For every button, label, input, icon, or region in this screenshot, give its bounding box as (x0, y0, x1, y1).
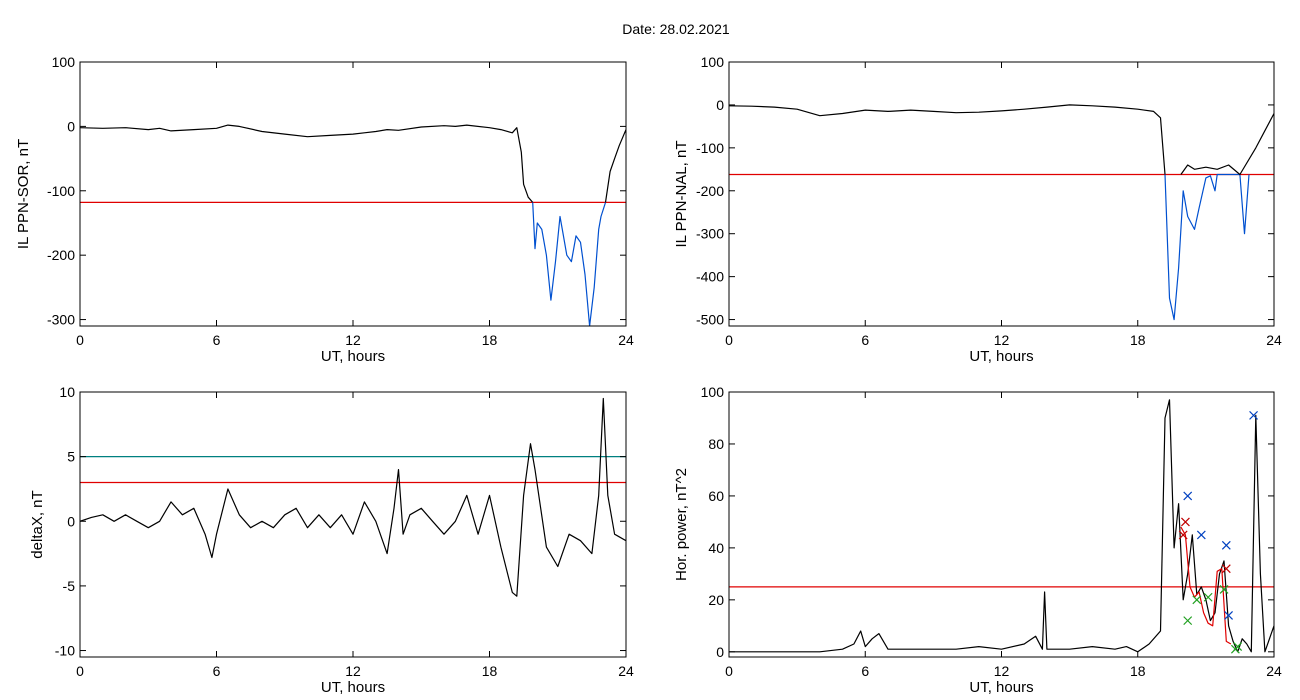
marker-x (1219, 585, 1229, 594)
x-tick-label: 24 (1266, 663, 1282, 679)
y-tick-label: 0 (716, 97, 724, 113)
x-tick-label: 0 (76, 663, 84, 679)
plot-frame (79, 61, 627, 327)
x-tick-label: 18 (482, 663, 498, 679)
marker-x (1221, 564, 1231, 574)
x-tick-label: 18 (1130, 332, 1146, 348)
y-tick-label: -500 (696, 312, 724, 328)
x-tick-label: 12 (345, 332, 361, 348)
x-tick-label: 0 (725, 663, 733, 679)
y-tick-label: -200 (696, 183, 724, 199)
x-tick-label: 24 (1266, 332, 1282, 348)
y-tick-label: 0 (67, 118, 75, 134)
y-tick-label: -300 (47, 312, 75, 328)
y-tick-label: -10 (55, 643, 75, 659)
series-line-1 (80, 397, 626, 597)
y-tick-label: -300 (696, 226, 724, 242)
marker-x (1192, 595, 1202, 605)
series-line-2 (532, 202, 607, 326)
x-tick-label: 6 (213, 332, 221, 348)
marker-x (1183, 616, 1193, 626)
series-line-1 (729, 399, 1274, 653)
marker-x (1181, 517, 1190, 527)
plot-frame (728, 391, 1275, 658)
x-tick-label: 12 (994, 663, 1010, 679)
marker-x (1233, 642, 1243, 652)
y-tick-label: 0 (67, 513, 75, 529)
y-tick-label: -400 (696, 269, 724, 285)
x-axis-label: UT, hours (321, 348, 385, 365)
plot-area (80, 124, 626, 326)
x-tick-label: 0 (76, 332, 84, 348)
marker-x (1203, 592, 1213, 602)
x-tick-label: 18 (1130, 663, 1146, 679)
x-tick-label: 18 (482, 332, 498, 348)
plot-area (729, 104, 1274, 321)
y-tick-label: 5 (67, 449, 75, 465)
x-tick-label: 24 (618, 663, 634, 679)
y-tick-label: 0 (716, 644, 724, 660)
y-tick-label: -200 (47, 247, 75, 263)
y-tick-label: 100 (701, 54, 725, 70)
y-tick-label: 80 (708, 436, 724, 452)
plot-area (729, 399, 1274, 654)
x-axis-label: UT, hours (969, 679, 1033, 696)
y-axis-label: IL PPN-SOR, nT (15, 139, 32, 249)
x-tick-label: 6 (213, 663, 221, 679)
x-tick-label: 12 (994, 332, 1010, 348)
y-axis-label: Hor. power, nT^2 (673, 468, 690, 581)
plot-frame (79, 391, 627, 658)
series-line-1 (729, 104, 1166, 175)
chart-panel-1: 0 6 12 18 24 100 0 -100 -200 -300 UT, hours IL PPN-… (15, 54, 634, 365)
x-axis-label: UT, hours (969, 348, 1033, 365)
marker-x (1178, 530, 1188, 540)
series-line-2 (1164, 173, 1250, 321)
x-tick-label: 6 (861, 332, 869, 348)
y-tick-label: -100 (696, 140, 724, 156)
y-tick-label: 100 (701, 384, 725, 400)
y-tick-label: 100 (52, 54, 76, 70)
y-axis-label: deltaX, nT (29, 490, 46, 558)
chart-panel-2: 0 6 12 18 24 100 0 -100 -200 -300 -400 -500 UT, hour… (673, 54, 1282, 365)
marker-x (1224, 611, 1234, 620)
x-tick-label: 0 (725, 332, 733, 348)
y-tick-label: -5 (63, 578, 76, 594)
y-tick-label: 60 (708, 488, 724, 504)
chart-panel-4: 0 6 12 18 24 100 80 60 40 20 0 UT, hours Hor. power,… (673, 384, 1282, 696)
series-line-3 (1180, 113, 1274, 176)
y-tick-label: 40 (708, 540, 724, 556)
series-line-2 (1180, 526, 1232, 645)
plot-area (80, 397, 626, 597)
marker-x (1249, 410, 1258, 420)
y-tick-label: 20 (708, 592, 724, 608)
chart-panel-3: 0 6 12 18 24 10 5 0 -5 -10 UT, hours deltaX, nT (29, 384, 634, 696)
marker-x (1196, 530, 1206, 540)
marker-x (1221, 540, 1231, 550)
y-axis-label: IL PPN-NAL, nT (673, 141, 690, 248)
y-tick-label: -100 (47, 183, 75, 199)
plot-frame (728, 61, 1275, 327)
x-axis-label: UT, hours (321, 679, 385, 696)
series-line-3 (604, 129, 626, 203)
figure-title: Date: 28.02.2021 (622, 21, 730, 37)
x-tick-label: 12 (345, 663, 361, 679)
x-tick-label: 6 (861, 663, 869, 679)
marker-x (1183, 491, 1193, 501)
series-line-1 (80, 124, 534, 203)
x-tick-label: 24 (618, 332, 634, 348)
y-tick-label: 10 (59, 384, 75, 400)
